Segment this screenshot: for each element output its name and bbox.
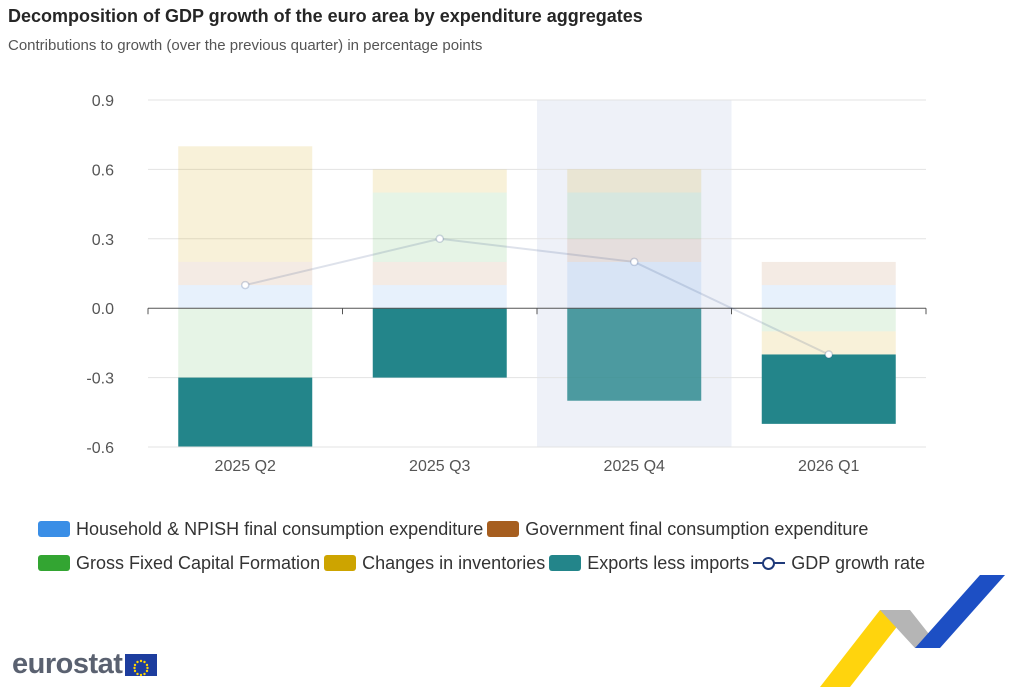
bar-gfcf — [178, 308, 313, 378]
bar-exports — [761, 354, 896, 424]
legend-swatch-exports — [549, 555, 582, 571]
y-tick-label: -0.6 — [86, 440, 114, 457]
x-tick-label: 2025 Q4 — [604, 458, 665, 475]
bar-inventories — [178, 146, 313, 262]
eurostat-ribbon-decoration — [820, 575, 1005, 687]
bar-government — [178, 261, 313, 286]
gdp-growth-line — [245, 237, 830, 356]
bar-inventories — [567, 169, 702, 193]
gdp-growth-point — [630, 257, 639, 267]
bar-gfcf — [372, 192, 507, 262]
gdp-growth-point — [824, 350, 833, 359]
bar-exports — [567, 308, 702, 401]
chart-legend: Household & NPISH final consumption expe… — [38, 512, 1018, 580]
x-tick-label: 2025 Q2 — [215, 458, 276, 475]
bar-exports — [178, 377, 313, 447]
legend-label-household: Household & NPISH final consumption expe… — [76, 518, 484, 539]
legend-label-inventories: Changes in inventories — [362, 552, 546, 573]
legend-swatch-inventories — [324, 555, 357, 571]
bar-household — [372, 285, 507, 309]
bar-government — [567, 238, 702, 262]
x-tick-label: 2025 Q3 — [409, 458, 470, 475]
legend-label-gdp-growth: GDP growth rate — [791, 552, 925, 573]
logo-text: eurostat — [12, 648, 123, 680]
bar-household — [567, 261, 702, 309]
eu-flag-icon — [125, 653, 158, 676]
legend-item-government[interactable]: Government final consumption expenditure — [487, 519, 868, 540]
bar-exports — [372, 308, 507, 378]
legend-swatch-household — [38, 521, 70, 537]
y-tick-label: -0.3 — [86, 371, 114, 388]
legend-swatch-government — [487, 521, 520, 537]
legend-item-exports[interactable]: Exports less imports — [549, 553, 749, 574]
gdp-growth-point — [241, 280, 250, 290]
legend-item-inventories[interactable]: Changes in inventories — [324, 553, 545, 574]
legend-swatch-gfcf — [38, 555, 70, 571]
bar-inventories — [372, 169, 507, 193]
bar-household — [178, 285, 313, 309]
eurostat-logo: eurostat — [12, 648, 158, 681]
chart-subtitle: Contributions to growth (over the previo… — [8, 37, 483, 54]
gdp-decomposition-chart: 0.9 0.6 0.3 0.0 -0.3 -0.6 2025 Q2 2025 Q3 2025 Q… — [86, 93, 927, 475]
bar-gfcf — [761, 308, 896, 332]
legend-swatch-gdp-growth — [753, 555, 786, 571]
legend-label-exports: Exports less imports — [587, 552, 750, 573]
y-tick-label: 0.3 — [92, 232, 114, 249]
legend-label-government: Government final consumption expenditure — [525, 518, 869, 539]
legend-item-gdp-growth[interactable]: GDP growth rate — [753, 553, 925, 574]
bar-inventories — [761, 331, 896, 355]
x-tick-label: 2026 Q1 — [798, 458, 859, 475]
chart-title: Decomposition of GDP growth of the euro … — [8, 6, 643, 26]
gdp-growth-point — [435, 234, 444, 244]
y-tick-label: 0.6 — [92, 162, 114, 179]
bar-gfcf — [567, 192, 702, 239]
bar-household — [761, 285, 896, 309]
legend-item-household[interactable]: Household & NPISH final consumption expe… — [38, 519, 483, 540]
bar-government — [761, 261, 896, 286]
legend-item-gfcf[interactable]: Gross Fixed Capital Formation — [38, 553, 320, 574]
y-tick-label: 0.9 — [92, 93, 114, 110]
bar-government — [372, 261, 507, 286]
y-tick-label: 0.0 — [92, 301, 114, 318]
legend-label-gfcf: Gross Fixed Capital Formation — [76, 552, 321, 573]
